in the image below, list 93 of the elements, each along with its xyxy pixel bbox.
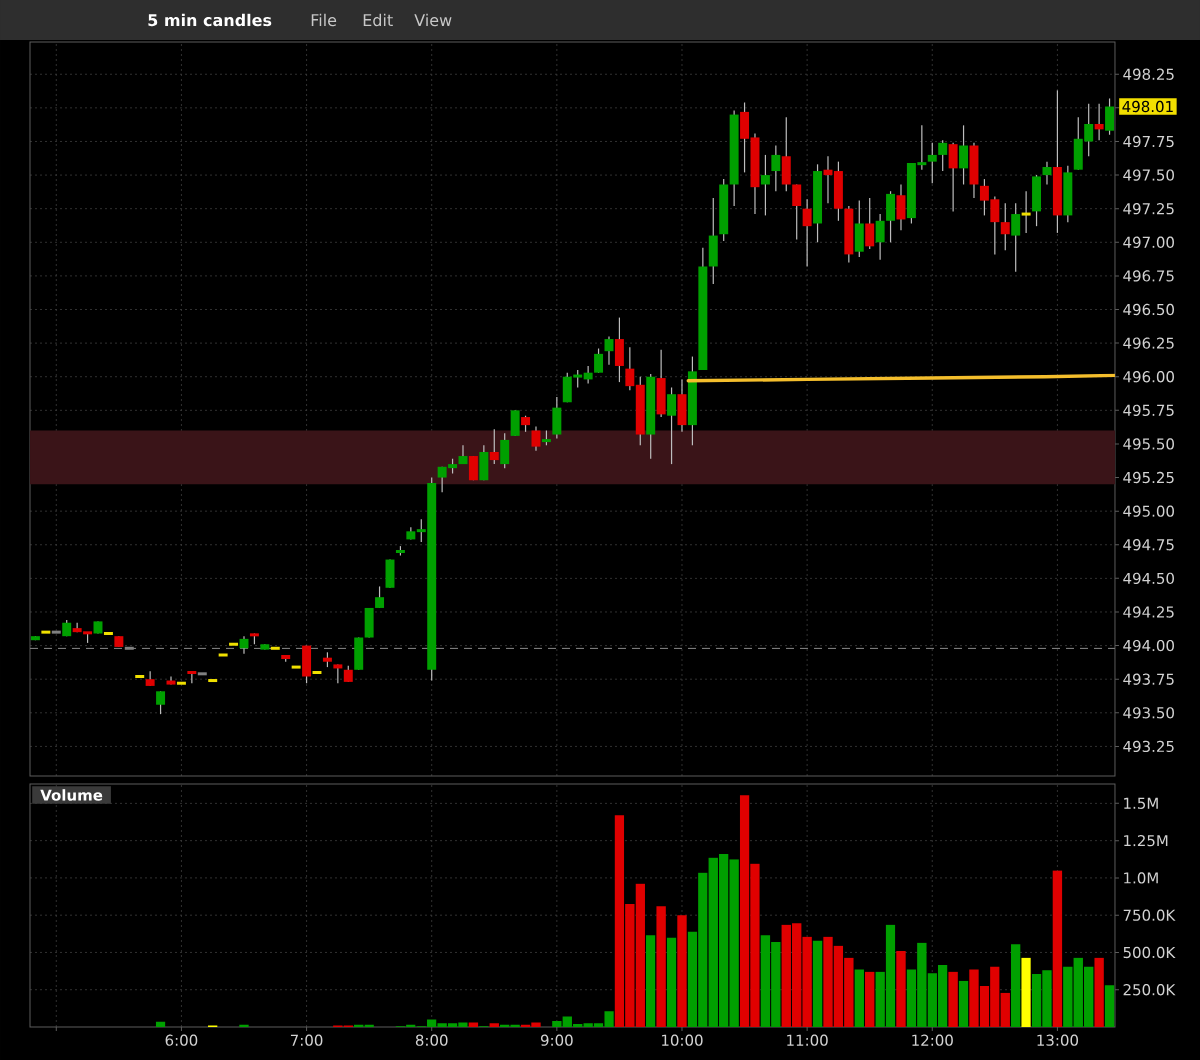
candlestick [176, 681, 186, 685]
text: File [311, 13, 337, 27]
candlestick [938, 139, 948, 172]
y-tick-label: 497.25 [1123, 203, 1174, 215]
text: Edit [363, 13, 393, 27]
candlestick [1094, 103, 1104, 141]
bar [812, 940, 823, 1027]
candlestick [208, 679, 218, 683]
candlestick [333, 663, 343, 684]
bar [865, 971, 875, 1027]
y-tick-label: 495.50 [1123, 438, 1174, 450]
y-tick-label: 493.50 [1123, 707, 1174, 719]
candlestick [156, 690, 166, 715]
y-tick-label: 496.50 [1123, 303, 1174, 316]
chart-title: Volume [40, 789, 103, 801]
y-tick-label: 494.50 [1123, 572, 1174, 585]
y-tick-label: 495.00 [1123, 505, 1174, 517]
candlestick [771, 144, 781, 192]
bar [155, 1021, 166, 1027]
candlestick [229, 642, 239, 646]
candlestick [51, 630, 61, 634]
x-tick-label: 6:00 [165, 1034, 198, 1046]
candlestick [792, 183, 802, 241]
y-tick-label: 494.25 [1123, 606, 1174, 618]
bar [646, 935, 656, 1027]
bar [666, 937, 677, 1027]
y-tick-label: 496.75 [1123, 270, 1174, 282]
candlestick [489, 428, 499, 465]
y-tick-label: 1.25M [1124, 834, 1168, 847]
candlestick [41, 630, 51, 634]
y-tick-label: 493.75 [1123, 673, 1174, 685]
bar [656, 906, 666, 1027]
bar [948, 971, 958, 1027]
candlestick [1021, 190, 1031, 234]
bar [489, 1023, 499, 1027]
x-tick-label: 13:00 [1037, 1034, 1079, 1046]
y-tick-label: 496.00 [1123, 371, 1174, 383]
candlestick [1042, 161, 1052, 186]
text: View [414, 13, 452, 27]
bar [604, 1011, 614, 1027]
y-tick-label: 495.75 [1123, 404, 1174, 417]
chart-title: 5 min candles [148, 13, 272, 27]
candlestick [375, 585, 385, 609]
candlestick [583, 365, 593, 385]
bar [896, 950, 906, 1027]
y-tick-label: 497.50 [1123, 169, 1174, 181]
bar [1104, 985, 1115, 1027]
candlestick [218, 653, 228, 657]
y-tick-label: 497.00 [1123, 236, 1174, 248]
candlestick [594, 347, 604, 374]
candlestick [291, 665, 301, 669]
x-tick-label: 9:00 [540, 1034, 573, 1046]
candlestick [927, 142, 937, 184]
candlestick [667, 386, 677, 465]
candlestick [103, 631, 113, 635]
text: 498.01 [1122, 100, 1173, 113]
candlestick [135, 675, 145, 679]
candlestick [1000, 202, 1010, 251]
candlestick [959, 124, 969, 186]
y-tick-label: 493.25 [1123, 740, 1174, 753]
candlestick [760, 154, 770, 217]
bar [958, 980, 969, 1027]
x-tick-label: 12:00 [912, 1034, 953, 1046]
candlestick [197, 672, 207, 676]
x-tick-label: 10:00 [662, 1034, 703, 1046]
bar [1094, 957, 1104, 1027]
y-tick-label: 496.25 [1123, 337, 1174, 349]
bar [1000, 992, 1010, 1027]
y-tick-label: 495.25 [1123, 471, 1174, 484]
x-tick-label: 11:00 [787, 1034, 828, 1046]
bar [854, 969, 864, 1027]
y-tick-label: 500.0K [1123, 946, 1176, 959]
x-tick-label: 7:00 [290, 1034, 323, 1046]
candlestick [875, 213, 885, 261]
y-tick-label: 494.00 [1123, 639, 1174, 652]
y-tick-label: 1.5M [1124, 797, 1158, 809]
y-tick-label: 250.0K [1123, 984, 1176, 996]
y-tick-label: 494.75 [1123, 539, 1174, 551]
candlestick [865, 197, 875, 250]
candlestick [802, 198, 812, 268]
bar [1021, 957, 1031, 1027]
y-tick-label: 497.75 [1123, 135, 1174, 148]
candlestick [187, 670, 197, 684]
y-tick-label: 498.25 [1123, 68, 1174, 80]
candlestick [270, 646, 280, 650]
x-tick-label: 8:00 [415, 1034, 448, 1046]
candlestick [625, 346, 635, 391]
candlestick [1011, 202, 1021, 273]
y-tick-label: 750.0K [1123, 909, 1176, 921]
bar [677, 915, 687, 1027]
y-tick-label: 1.0M [1124, 872, 1158, 884]
bar [1052, 870, 1063, 1027]
bar [1011, 944, 1021, 1027]
